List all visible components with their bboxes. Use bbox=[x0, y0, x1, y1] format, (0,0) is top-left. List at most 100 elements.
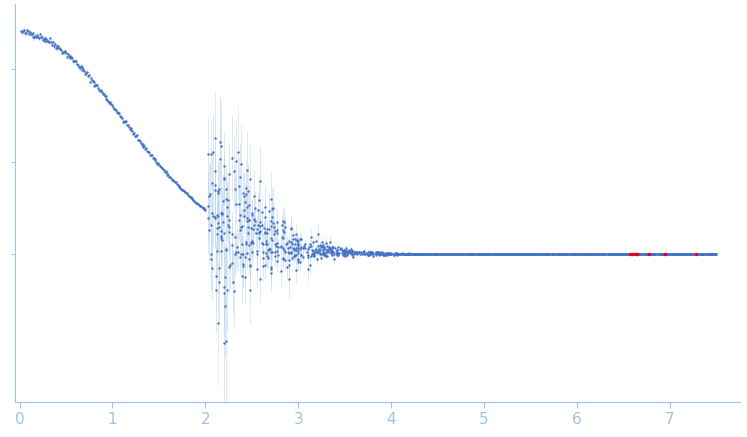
Point bbox=[341, 249, 353, 256]
Point bbox=[660, 250, 672, 257]
Point bbox=[81, 69, 93, 76]
Point bbox=[145, 151, 157, 158]
Point bbox=[394, 250, 406, 257]
Point bbox=[140, 144, 152, 151]
Point bbox=[458, 250, 470, 257]
Point bbox=[431, 250, 443, 257]
Point bbox=[552, 250, 564, 257]
Point bbox=[90, 81, 102, 88]
Point bbox=[315, 243, 327, 250]
Point bbox=[577, 250, 589, 257]
Point bbox=[374, 250, 386, 257]
Point bbox=[261, 253, 273, 260]
Point bbox=[675, 250, 687, 257]
Point bbox=[430, 251, 442, 258]
Point bbox=[694, 250, 706, 257]
Point bbox=[704, 250, 716, 257]
Point bbox=[688, 250, 700, 257]
Point bbox=[578, 250, 590, 257]
Point bbox=[613, 250, 625, 257]
Point bbox=[685, 250, 697, 257]
Point bbox=[390, 250, 402, 257]
Point bbox=[256, 222, 268, 229]
Point bbox=[515, 250, 527, 257]
Point bbox=[149, 156, 161, 163]
Point bbox=[228, 168, 240, 175]
Point bbox=[613, 250, 625, 257]
Point bbox=[417, 250, 429, 257]
Point bbox=[241, 214, 252, 221]
Point bbox=[388, 250, 400, 257]
Point bbox=[468, 250, 480, 257]
Point bbox=[522, 250, 534, 257]
Point bbox=[462, 250, 474, 257]
Point bbox=[405, 250, 417, 257]
Point bbox=[619, 250, 631, 257]
Point bbox=[515, 250, 527, 257]
Point bbox=[380, 250, 392, 257]
Point bbox=[72, 62, 84, 69]
Point bbox=[165, 174, 177, 181]
Point bbox=[16, 29, 28, 36]
Point bbox=[518, 250, 530, 257]
Point bbox=[546, 250, 558, 257]
Point bbox=[265, 270, 277, 277]
Point bbox=[465, 250, 477, 257]
Point bbox=[690, 250, 702, 257]
Point bbox=[398, 250, 410, 257]
Point bbox=[238, 207, 250, 214]
Point bbox=[436, 250, 448, 257]
Point bbox=[391, 250, 403, 257]
Point bbox=[407, 250, 419, 257]
Point bbox=[192, 200, 204, 207]
Point bbox=[456, 250, 468, 257]
Point bbox=[692, 250, 704, 257]
Point bbox=[413, 250, 425, 257]
Point bbox=[399, 250, 411, 257]
Point bbox=[403, 250, 415, 257]
Point bbox=[630, 250, 642, 257]
Point bbox=[454, 250, 466, 257]
Point bbox=[541, 250, 553, 257]
Point bbox=[187, 196, 199, 203]
Point bbox=[645, 250, 657, 257]
Point bbox=[99, 92, 111, 99]
Point bbox=[312, 243, 324, 250]
Point bbox=[415, 250, 427, 257]
Point bbox=[595, 250, 607, 257]
Point bbox=[154, 162, 166, 169]
Point bbox=[342, 248, 354, 255]
Point bbox=[232, 149, 244, 156]
Point bbox=[265, 249, 277, 256]
Point bbox=[586, 250, 598, 257]
Point bbox=[202, 215, 214, 222]
Point bbox=[521, 250, 533, 257]
Point bbox=[673, 250, 685, 257]
Point bbox=[453, 250, 465, 257]
Point bbox=[413, 250, 425, 257]
Point bbox=[131, 132, 143, 139]
Point bbox=[288, 245, 300, 252]
Point bbox=[238, 212, 249, 219]
Point bbox=[463, 250, 475, 257]
Point bbox=[248, 215, 260, 222]
Point bbox=[264, 264, 276, 271]
Point bbox=[167, 176, 179, 183]
Point bbox=[670, 250, 682, 257]
Point bbox=[265, 195, 277, 202]
Point bbox=[545, 250, 557, 257]
Point bbox=[586, 250, 598, 257]
Point bbox=[185, 194, 196, 201]
Point bbox=[323, 246, 335, 253]
Point bbox=[573, 250, 585, 257]
Point bbox=[640, 250, 652, 257]
Point bbox=[233, 217, 245, 224]
Point bbox=[283, 249, 295, 256]
Point bbox=[470, 250, 482, 257]
Point bbox=[314, 247, 326, 254]
Point bbox=[409, 250, 421, 257]
Point bbox=[498, 250, 510, 257]
Point bbox=[515, 250, 527, 257]
Point bbox=[338, 249, 350, 256]
Point bbox=[593, 250, 605, 257]
